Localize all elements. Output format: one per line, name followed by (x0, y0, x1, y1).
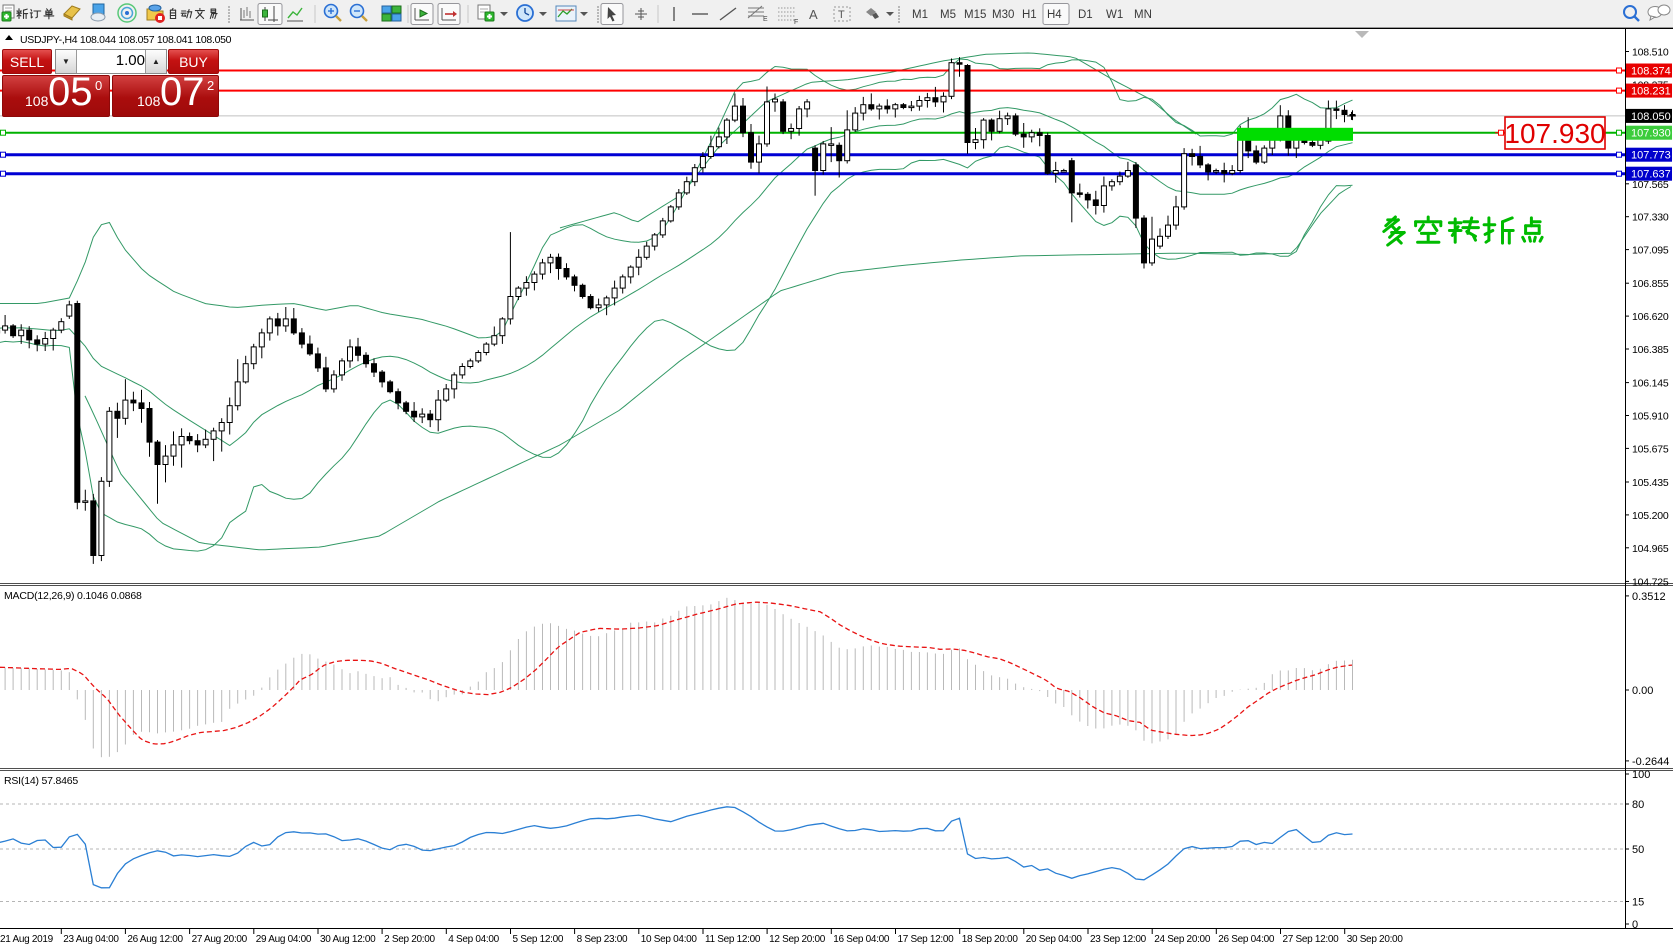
svg-text:107.565: 107.565 (1632, 179, 1669, 191)
svg-text:24 Sep 20:00: 24 Sep 20:00 (1154, 934, 1211, 945)
svg-text:0.00: 0.00 (1632, 685, 1653, 697)
svg-text:M5: M5 (940, 9, 956, 21)
svg-text:12 Sep 20:00: 12 Sep 20:00 (769, 934, 826, 945)
svg-text:107.930: 107.930 (1504, 118, 1605, 149)
svg-text:27 Sep 12:00: 27 Sep 12:00 (1283, 934, 1340, 945)
svg-text:18 Sep 20:00: 18 Sep 20:00 (962, 934, 1019, 945)
svg-text:E: E (763, 16, 768, 23)
svg-text:RSI(14) 57.8465: RSI(14) 57.8465 (4, 775, 78, 787)
svg-text:M1: M1 (912, 9, 928, 21)
svg-text:29 Aug 04:00: 29 Aug 04:00 (256, 934, 312, 945)
svg-text:105.435: 105.435 (1632, 477, 1669, 489)
svg-text:105.675: 105.675 (1632, 443, 1669, 455)
svg-text:100: 100 (1632, 769, 1650, 781)
svg-text:20 Sep 04:00: 20 Sep 04:00 (1026, 934, 1083, 945)
svg-text:MACD(12,26,9) 0.1046 0.0868: MACD(12,26,9) 0.1046 0.0868 (4, 590, 142, 602)
svg-text:50: 50 (1632, 844, 1644, 856)
svg-text:15: 15 (1632, 897, 1644, 909)
svg-text:108.050: 108.050 (1631, 111, 1671, 123)
svg-text:8 Sep 23:00: 8 Sep 23:00 (577, 934, 628, 945)
svg-text:108.510: 108.510 (1632, 47, 1669, 59)
svg-text:23 Aug 04:00: 23 Aug 04:00 (63, 934, 119, 945)
svg-text:M30: M30 (992, 9, 1014, 21)
svg-text:17 Sep 12:00: 17 Sep 12:00 (898, 934, 955, 945)
svg-text:-0.2644: -0.2644 (1632, 756, 1669, 768)
svg-text:107.773: 107.773 (1631, 150, 1671, 162)
svg-text:F: F (794, 19, 798, 26)
svg-text:A: A (809, 7, 818, 22)
svg-text:105.200: 105.200 (1632, 510, 1669, 522)
svg-text:0.3512: 0.3512 (1632, 591, 1666, 603)
svg-text:D1: D1 (1078, 9, 1093, 21)
svg-text:106.620: 106.620 (1632, 311, 1669, 323)
svg-text:MN: MN (1134, 9, 1152, 21)
svg-text:5 Sep 12:00: 5 Sep 12:00 (513, 934, 564, 945)
svg-text:23 Sep 12:00: 23 Sep 12:00 (1090, 934, 1147, 945)
svg-text:26 Sep 04:00: 26 Sep 04:00 (1218, 934, 1275, 945)
svg-text:106.385: 106.385 (1632, 344, 1669, 356)
svg-text:108.374: 108.374 (1631, 66, 1671, 78)
svg-text:21 Aug 2019: 21 Aug 2019 (0, 934, 54, 945)
svg-text:USDJPY-,H4 108.044 108.057 10: USDJPY-,H4 108.044 108.057 108.041 108.0… (20, 34, 232, 46)
svg-text:16 Sep 04:00: 16 Sep 04:00 (833, 934, 890, 945)
svg-text:T: T (838, 9, 845, 21)
svg-text:W1: W1 (1106, 9, 1123, 21)
svg-text:26 Aug 12:00: 26 Aug 12:00 (127, 934, 183, 945)
svg-text:80: 80 (1632, 799, 1644, 811)
svg-text:30 Sep 20:00: 30 Sep 20:00 (1347, 934, 1404, 945)
svg-text:2 Sep 20:00: 2 Sep 20:00 (384, 934, 435, 945)
svg-text:4 Sep 04:00: 4 Sep 04:00 (448, 934, 499, 945)
svg-text:107.637: 107.637 (1631, 169, 1671, 181)
svg-text:108.231: 108.231 (1631, 86, 1671, 98)
svg-text:105.910: 105.910 (1632, 411, 1669, 423)
svg-text:30 Aug 12:00: 30 Aug 12:00 (320, 934, 376, 945)
svg-text:M15: M15 (964, 9, 986, 21)
svg-text:H1: H1 (1022, 9, 1037, 21)
svg-text:107.330: 107.330 (1632, 212, 1669, 224)
svg-text:27 Aug 20:00: 27 Aug 20:00 (192, 934, 248, 945)
svg-text:107.095: 107.095 (1632, 245, 1669, 257)
svg-text:0: 0 (1632, 919, 1638, 931)
svg-text:106.145: 106.145 (1632, 378, 1669, 390)
svg-text:107.930: 107.930 (1631, 128, 1671, 140)
svg-text:106.855: 106.855 (1632, 278, 1669, 290)
svg-text:11 Sep 12:00: 11 Sep 12:00 (705, 934, 761, 945)
svg-text:H4: H4 (1047, 9, 1062, 21)
svg-text:10 Sep 04:00: 10 Sep 04:00 (641, 934, 698, 945)
svg-text:104.965: 104.965 (1632, 543, 1669, 555)
svg-text:104.725: 104.725 (1632, 576, 1669, 588)
